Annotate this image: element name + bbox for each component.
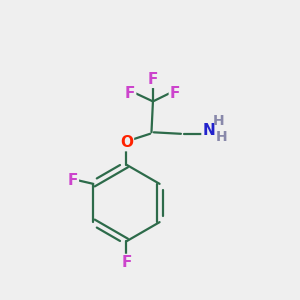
Text: H: H [212,114,224,128]
Text: F: F [121,255,132,270]
Text: F: F [125,86,135,101]
Text: H: H [215,130,227,144]
Text: F: F [68,173,78,188]
Text: F: F [170,86,180,101]
Text: F: F [148,72,158,87]
Text: O: O [120,135,133,150]
Text: N: N [202,123,215,138]
